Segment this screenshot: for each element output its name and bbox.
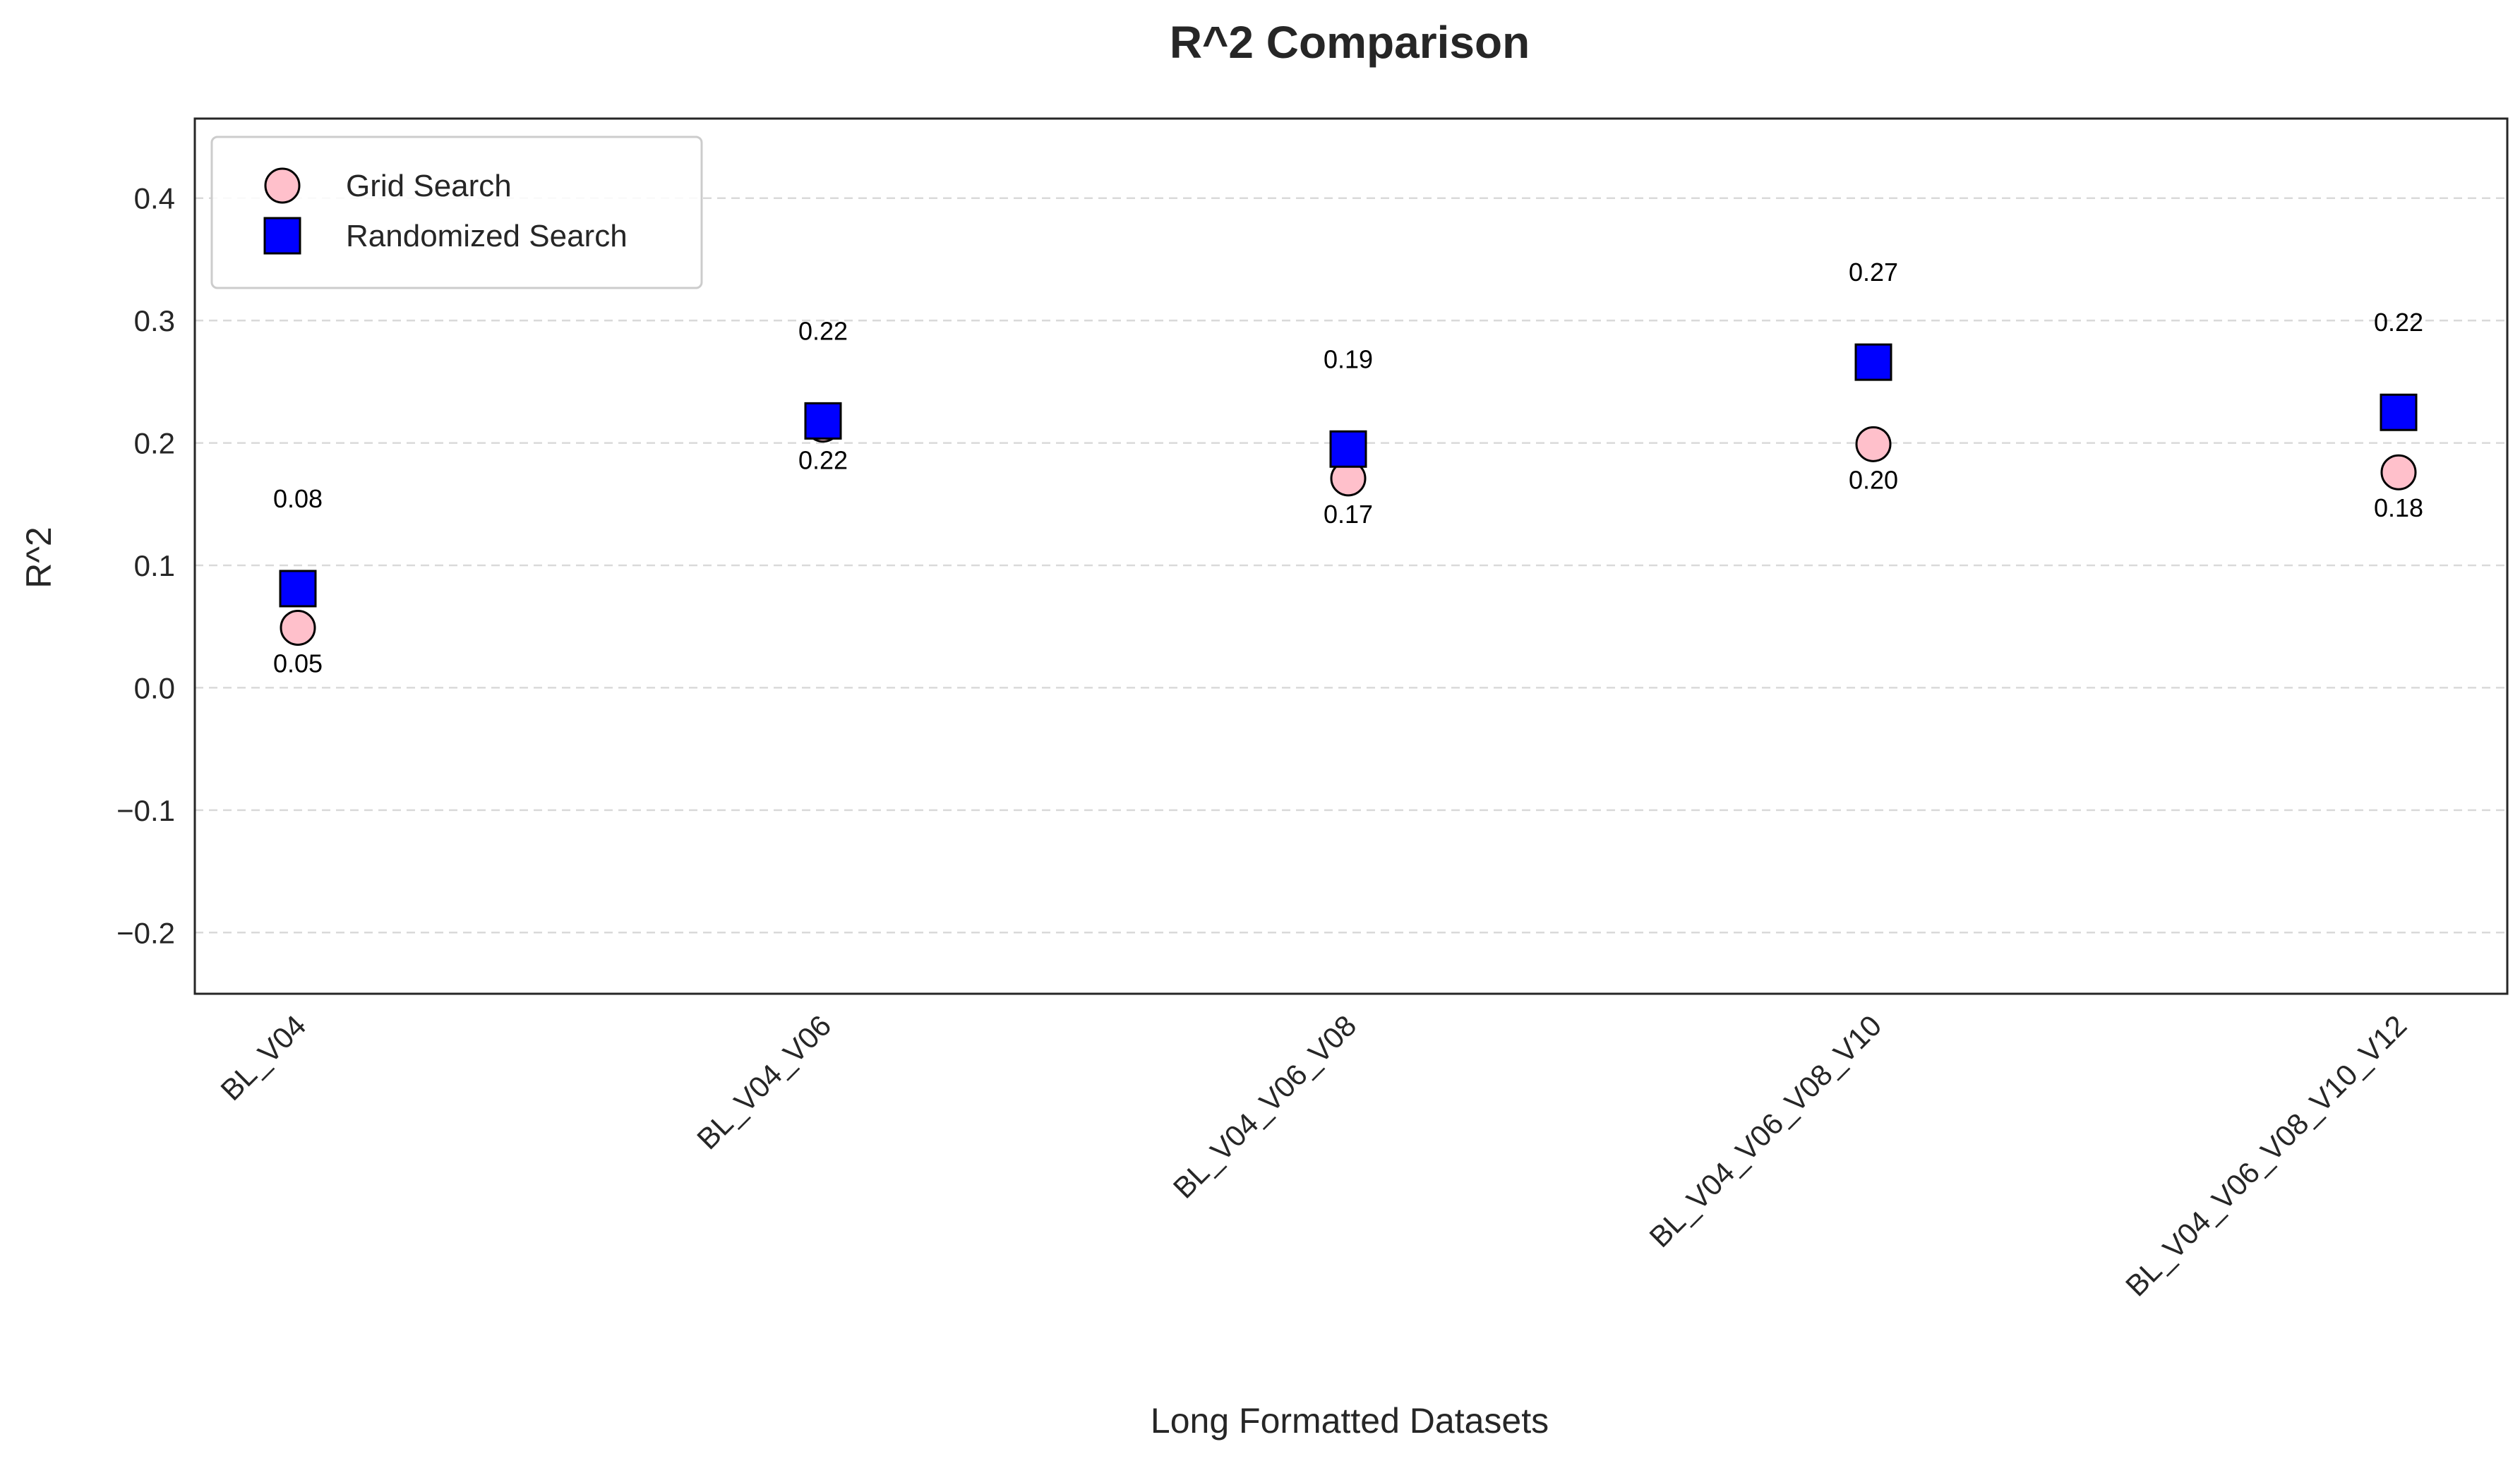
x-axis-label: Long Formatted Datasets [1151,1401,1549,1441]
legend-label-randomized-search: Randomized Search [346,219,628,253]
grid-search-value-label: 0.20 [1849,465,1898,494]
legend-marker-grid-search [264,167,301,204]
x-tick-label: BL_V04_V06_V08_V10_V12 [2119,1009,2413,1302]
grid-search-point [2380,454,2417,491]
chart-title: R^2 Comparison [1170,17,1530,68]
randomized-search-point [1854,343,1892,381]
randomized-search-point [804,402,842,440]
x-tick-label: BL_V04_V06 [690,1009,837,1155]
grid-search-value-label: 0.18 [2374,493,2423,522]
y-tick-label: 0.0 [134,671,175,704]
grid-search-value-label: 0.22 [798,446,848,475]
legend-marker-randomized-search [263,217,301,255]
legend: Grid Search Randomized Search [210,136,703,289]
randomized-search-value-label: 0.19 [1324,344,1373,373]
y-tick-label: 0.1 [134,549,175,582]
plot-frame [193,117,2509,995]
grid-search-value-label: 0.05 [273,649,323,678]
y-tick-label: 0.4 [134,182,175,215]
x-tick-label: BL_V04 [214,1009,312,1107]
randomized-search-value-label: 0.22 [798,316,848,345]
y-tick-label: 0.3 [134,304,175,337]
y-tick-label: −0.2 [116,916,175,949]
randomized-search-value-label: 0.27 [1849,258,1898,287]
data-labels: 0.05 0.22 0.17 0.20 0.18 0.08 0.22 0.19 0.27 0.22 [273,258,2423,678]
grid-search-value-label: 0.17 [1324,500,1373,529]
x-tick-label: BL_V04_V06_V08_V10 [1643,1009,1888,1253]
randomized-search-point [2380,393,2418,431]
y-tick-labels: −0.2 −0.1 0.0 0.1 0.2 0.3 0.4 [116,182,175,950]
y-axis-label: R^2 [19,527,59,588]
randomized-search-point [279,570,317,608]
randomized-search-point [1329,430,1367,468]
grid-search-point [1855,426,1892,462]
y-tick-label: 0.2 [134,427,175,460]
series-markers [279,343,2418,646]
randomized-search-value-label: 0.22 [2374,308,2423,337]
randomized-search-value-label: 0.08 [273,484,323,513]
y-tick-label: −0.1 [116,794,175,827]
legend-label-grid-search: Grid Search [346,169,512,203]
grid-search-point [280,609,316,646]
x-tick-label: BL_V04_V06_V08 [1167,1009,1363,1205]
legend-box [210,136,703,289]
x-tick-labels: BL_V04 BL_V04_V06 BL_V04_V06_V08 BL_V04_V06… [214,1009,2413,1302]
grid-lines [195,197,2507,934]
